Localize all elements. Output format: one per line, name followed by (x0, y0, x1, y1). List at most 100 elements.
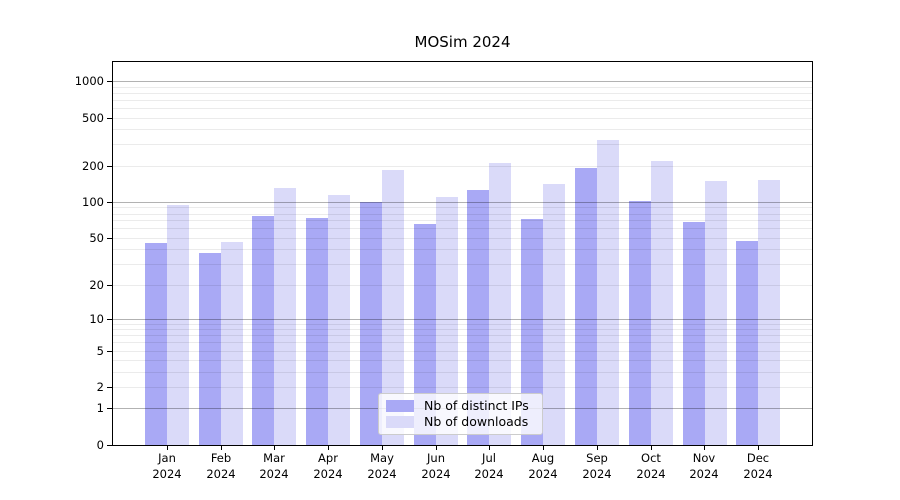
bar-distinct-ips-oct (628, 201, 651, 445)
gridline-minor-70 (113, 220, 812, 221)
gridline-minor-600 (113, 108, 812, 109)
gridline-minor-900 (113, 87, 812, 88)
bar-downloads-mar (274, 188, 297, 445)
gridline-minor-400 (113, 129, 812, 130)
y-tick-mark-20 (107, 285, 112, 286)
x-tick-mark-jan (167, 446, 168, 450)
x-tick-label-nov: Nov 2024 (689, 451, 719, 481)
x-tick-mark-dec (758, 446, 759, 450)
gridline-minor-300 (113, 144, 812, 145)
y-tick-label-20: 20 (89, 278, 104, 292)
y-tick-mark-50 (107, 238, 112, 239)
y-tick-label-1000: 1000 (74, 74, 104, 88)
gridline-major-1000 (113, 81, 812, 82)
y-tick-label-2: 2 (96, 380, 104, 394)
legend-swatch-downloads (386, 416, 414, 428)
gridline-minor-90 (113, 207, 812, 208)
x-tick-mark-oct (651, 446, 652, 450)
y-tick-label-1: 1 (96, 401, 104, 415)
grid-layer (113, 62, 812, 445)
gridline-minor-2 (113, 387, 812, 388)
bar-distinct-ips-apr (306, 217, 329, 445)
gridline-minor-8 (113, 329, 812, 330)
gridline-major-100 (113, 202, 812, 203)
y-tick-label-500: 500 (82, 111, 104, 125)
gridline-minor-60 (113, 228, 812, 229)
x-tick-label-aug: Aug 2024 (528, 451, 558, 481)
x-tick-mark-aug (543, 446, 544, 450)
bars-layer (113, 62, 812, 445)
x-tick-label-mar: Mar 2024 (259, 451, 289, 481)
bar-distinct-ips-aug (521, 219, 544, 445)
bar-distinct-ips-mar (252, 216, 275, 445)
y-tick-label-200: 200 (82, 159, 104, 173)
x-tick-mark-jul (489, 446, 490, 450)
bar-distinct-ips-feb (198, 253, 221, 445)
gridline-minor-5 (113, 351, 812, 352)
bar-downloads-jan (166, 204, 189, 445)
y-tick-label-5: 5 (96, 344, 104, 358)
gridline-minor-200 (113, 166, 812, 167)
bar-distinct-ips-jul (467, 190, 490, 445)
x-tick-label-dec: Dec 2024 (743, 451, 773, 481)
gridline-minor-40 (113, 249, 812, 250)
bar-downloads-jun (435, 196, 458, 445)
y-tick-mark-2 (107, 387, 112, 388)
bar-downloads-feb (220, 242, 243, 445)
x-tick-label-oct: Oct 2024 (636, 451, 666, 481)
gridline-minor-800 (113, 93, 812, 94)
y-tick-mark-5 (107, 351, 112, 352)
gridline-minor-700 (113, 100, 812, 101)
gridline-minor-9 (113, 324, 812, 325)
y-tick-mark-1000 (107, 81, 112, 82)
x-tick-mark-may (382, 446, 383, 450)
gridline-minor-500 (113, 118, 812, 119)
y-tick-mark-100 (107, 202, 112, 203)
x-tick-label-jul: Jul 2024 (474, 451, 504, 481)
bar-distinct-ips-jun (413, 224, 436, 445)
legend: Nb of distinct IPs Nb of downloads (378, 393, 543, 435)
x-tick-label-jun: Jun 2024 (421, 451, 451, 481)
legend-item-distinct-ips: Nb of distinct IPs (386, 398, 534, 414)
y-tick-label-0: 0 (96, 438, 104, 452)
chart-title: MOSim 2024 (414, 33, 511, 51)
y-tick-mark-500 (107, 118, 112, 119)
legend-label-distinct-ips: Nb of distinct IPs (424, 398, 529, 413)
y-tick-mark-0 (107, 445, 112, 446)
gridline-minor-20 (113, 285, 812, 286)
bar-distinct-ips-sep (574, 167, 597, 445)
legend-swatch-distinct-ips (386, 400, 414, 412)
y-tick-label-10: 10 (89, 312, 104, 326)
gridline-minor-30 (113, 264, 812, 265)
y-tick-label-50: 50 (89, 231, 104, 245)
bar-downloads-sep (596, 140, 619, 445)
bar-downloads-aug (543, 183, 566, 445)
bar-distinct-ips-jan (144, 243, 167, 445)
x-tick-label-jan: Jan 2024 (152, 451, 182, 481)
y-tick-label-100: 100 (82, 195, 104, 209)
x-tick-mark-mar (274, 446, 275, 450)
x-tick-mark-jun (436, 446, 437, 450)
gridline-minor-4 (113, 360, 812, 361)
bar-downloads-jul (489, 163, 512, 445)
legend-item-downloads: Nb of downloads (386, 414, 534, 430)
x-tick-mark-apr (328, 446, 329, 450)
bar-downloads-apr (328, 195, 351, 445)
legend-label-downloads: Nb of downloads (424, 414, 529, 429)
x-tick-label-sep: Sep 2024 (582, 451, 612, 481)
gridline-minor-3 (113, 372, 812, 373)
bar-distinct-ips-dec (736, 241, 759, 445)
x-tick-label-may: May 2024 (367, 451, 397, 481)
x-tick-mark-nov (704, 446, 705, 450)
y-tick-mark-200 (107, 166, 112, 167)
x-tick-mark-sep (597, 446, 598, 450)
gridline-minor-6 (113, 342, 812, 343)
bar-downloads-nov (704, 181, 727, 445)
bar-distinct-ips-nov (682, 221, 705, 445)
gridline-minor-7 (113, 335, 812, 336)
x-tick-label-feb: Feb 2024 (206, 451, 236, 481)
plot-area: Nb of distinct IPs Nb of downloads (112, 61, 813, 446)
bar-distinct-ips-may (359, 201, 382, 445)
gridline-minor-50 (113, 238, 812, 239)
